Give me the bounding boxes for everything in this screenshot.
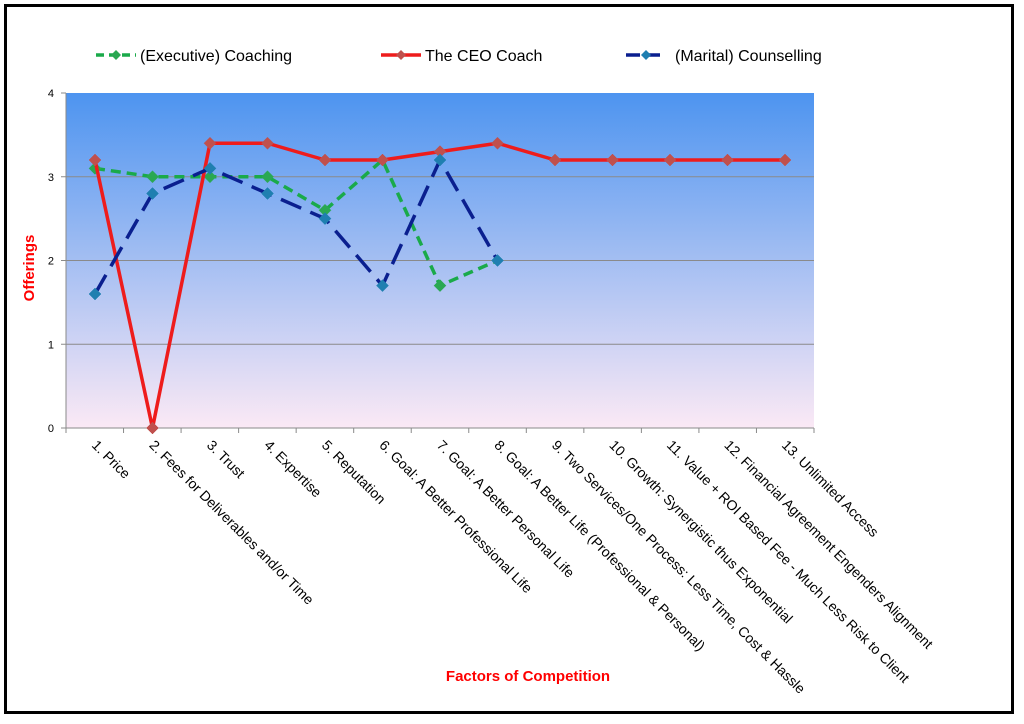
legend-marker bbox=[641, 50, 651, 60]
x-category-label: 3. Trust bbox=[204, 437, 248, 481]
legend-label: The CEO Coach bbox=[425, 48, 542, 65]
data-point bbox=[433, 153, 447, 167]
series-2 bbox=[88, 153, 504, 301]
data-point bbox=[146, 421, 159, 435]
data-point bbox=[376, 279, 389, 292]
y-tick-label: 3 bbox=[48, 172, 54, 184]
data-point bbox=[548, 153, 562, 167]
data-point bbox=[203, 162, 217, 175]
series-line bbox=[93, 158, 500, 295]
data-point bbox=[146, 170, 159, 184]
legend-marker bbox=[396, 50, 406, 60]
data-point bbox=[88, 153, 102, 167]
y-tick-labels: 0 1 2 3 4 bbox=[48, 88, 66, 435]
data-point bbox=[433, 279, 447, 292]
legend-label: (Executive) Coaching bbox=[140, 48, 292, 65]
x-category-label: 1. Price bbox=[89, 437, 134, 482]
data-point bbox=[318, 153, 332, 167]
series-line bbox=[94, 158, 499, 288]
data-point bbox=[606, 153, 619, 167]
legend-item: (Marital) Counselling bbox=[626, 48, 822, 65]
x-category-label: 4. Expertise bbox=[261, 437, 325, 501]
data-point bbox=[721, 153, 734, 167]
legend-item: The CEO Coach bbox=[381, 48, 542, 65]
x-category-label: 12. Financial Agreement Engenders Alignm… bbox=[721, 437, 936, 652]
legend-marker bbox=[111, 50, 121, 60]
data-point bbox=[491, 254, 504, 267]
y-tick-label: 2 bbox=[48, 256, 54, 268]
x-category-label: 8. Goal: A Better Life (Professional & P… bbox=[491, 437, 708, 654]
data-point bbox=[778, 153, 792, 167]
data-point bbox=[318, 212, 332, 225]
series-1 bbox=[88, 136, 792, 435]
y-axis-title: Offerings bbox=[21, 235, 38, 302]
data-point bbox=[146, 187, 159, 200]
data-point bbox=[261, 136, 274, 150]
data-point bbox=[203, 136, 217, 150]
data-point bbox=[203, 170, 217, 184]
series-layer bbox=[88, 136, 792, 435]
y-tick-label: 4 bbox=[48, 88, 54, 100]
data-point bbox=[376, 153, 389, 167]
data-point bbox=[261, 187, 274, 200]
x-axis-title: Factors of Competition bbox=[446, 668, 610, 685]
x-category-labels: 1. Price 2. Fees for Deliverables and/or … bbox=[65, 428, 936, 697]
x-category-label: 13. Unlimited Access bbox=[779, 437, 882, 540]
legend-label: (Marital) Counselling bbox=[675, 48, 822, 65]
y-tick-label: 0 bbox=[48, 423, 54, 435]
data-point bbox=[88, 287, 102, 301]
y-tick-label: 1 bbox=[48, 339, 54, 351]
legend: (Executive) Coaching The CEO Coach (Marita… bbox=[96, 48, 822, 65]
data-point bbox=[663, 153, 677, 167]
legend-item: (Executive) Coaching bbox=[96, 48, 292, 65]
data-point bbox=[261, 170, 274, 184]
data-point bbox=[491, 136, 504, 150]
